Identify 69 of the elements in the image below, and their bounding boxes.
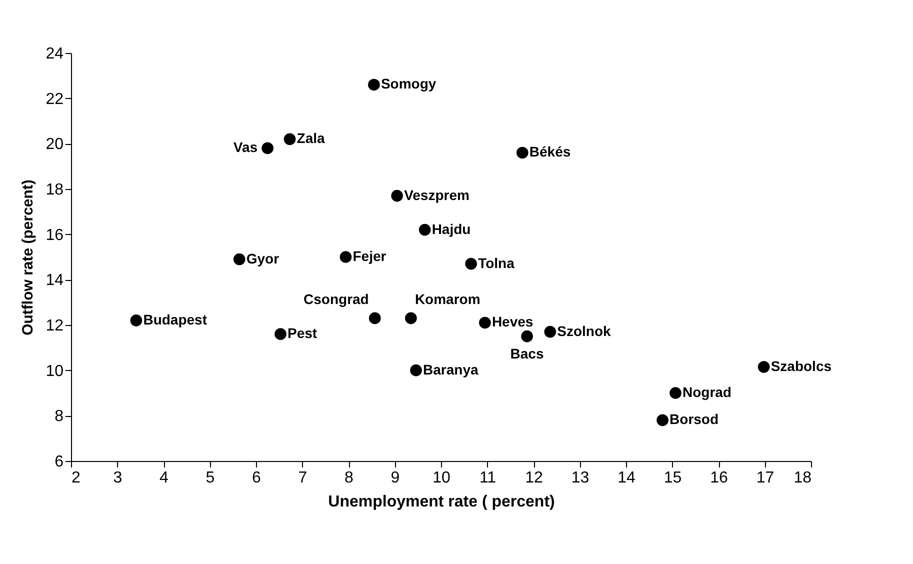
point [262, 142, 274, 154]
x-tick-label: 12 [525, 470, 543, 486]
y-tick-label: 20 [46, 136, 64, 154]
data-label: Borsod [670, 411, 719, 428]
point [405, 312, 417, 324]
x-tick-label: 8 [344, 470, 354, 486]
y-tick-label: 10 [46, 362, 64, 380]
point [410, 364, 422, 376]
point [391, 190, 403, 202]
x-tick-label: 7 [298, 470, 308, 486]
data-label: Vas [233, 139, 258, 156]
x-tick-label: 10 [432, 470, 450, 486]
data-label: Heves [492, 314, 534, 330]
y-tick-label: 8 [54, 408, 64, 426]
data-label: Hajdu [432, 220, 471, 237]
x-tick-label: 5 [206, 470, 215, 486]
y-tick-label: 6 [54, 454, 64, 470]
x-tick-label: 18 [794, 470, 812, 486]
point [284, 133, 296, 146]
y-tick-label: 22 [46, 90, 64, 108]
data-label: Bacs [510, 345, 544, 362]
x-tick-label: 17 [756, 470, 774, 486]
point [516, 146, 528, 159]
y-tick-label: 24 [46, 46, 64, 62]
data-label: Budapest [143, 311, 208, 328]
data-label: Zala [296, 130, 325, 146]
data-label: Baranya [423, 361, 478, 378]
y-tick-label: 14 [46, 272, 64, 290]
x-tick-label: 6 [252, 470, 262, 486]
x-tick-label: 4 [160, 470, 169, 486]
data-label: Somogy [380, 76, 436, 92]
point [670, 387, 682, 399]
point [758, 361, 770, 373]
point [479, 316, 491, 329]
data-label: Csongrad [304, 291, 369, 308]
point [130, 314, 142, 326]
y-tick-label: 16 [46, 226, 64, 244]
point [340, 251, 352, 263]
x-axis-title: Unemployment rate ( percent) [328, 494, 555, 510]
point [465, 258, 477, 270]
x-tick-label: 3 [113, 470, 122, 486]
data-label: Veszprem [404, 186, 470, 203]
point [233, 253, 246, 266]
point [418, 224, 431, 236]
x-tick-label: 14 [618, 470, 636, 486]
point [368, 78, 380, 91]
x-tick-label: 15 [664, 470, 682, 486]
y-tick-label: 18 [46, 182, 64, 198]
x-tick-label: 2 [72, 470, 80, 486]
point [656, 414, 668, 426]
x-tick-label: 9 [390, 470, 400, 486]
data-label: Pest [288, 325, 318, 342]
y-axis-title: Outflow rate (percent) [20, 180, 37, 336]
x-tick-label: 13 [571, 470, 590, 486]
point [544, 326, 556, 338]
point [368, 312, 381, 324]
x-tick-label: 16 [710, 470, 728, 486]
point [521, 330, 533, 342]
data-label: Békés [529, 144, 571, 160]
data-label: Gyor [246, 250, 280, 266]
data-label: Fejer [352, 248, 387, 264]
y-tick-label: 12 [46, 318, 64, 334]
data-label: Nograd [682, 384, 732, 400]
x-tick-label: 11 [479, 470, 496, 486]
point [274, 328, 286, 340]
data-label: Szolnok [557, 322, 612, 339]
data-label: Szabolcs [770, 358, 832, 374]
data-label: Komarom [414, 291, 480, 308]
data-label: Tolna [478, 254, 515, 271]
